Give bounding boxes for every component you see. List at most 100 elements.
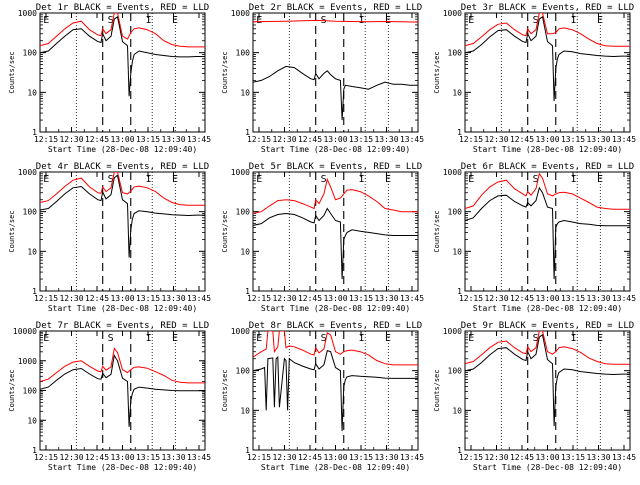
marker-label-E: E bbox=[256, 333, 262, 344]
marker-label-E: E bbox=[468, 174, 474, 185]
y-tick-label: 1000 bbox=[18, 168, 37, 177]
x-tick-label: 12:45 bbox=[85, 294, 109, 303]
series-line-events-black bbox=[465, 186, 630, 280]
marker-label-I: I bbox=[146, 333, 152, 344]
y-tick-label: 1 bbox=[32, 128, 37, 137]
y-tick-label: 100 bbox=[448, 367, 463, 376]
y-tick-label: 1 bbox=[457, 287, 462, 296]
x-tick-label: 13:00 bbox=[110, 294, 134, 303]
plot-frame bbox=[252, 171, 419, 292]
x-tick-label: 13:15 bbox=[561, 294, 585, 303]
x-tick-label: 12:45 bbox=[510, 135, 534, 144]
series-line-lld-red bbox=[40, 347, 205, 384]
y-tick-label: 1000 bbox=[18, 9, 37, 18]
series-line-lld-red bbox=[465, 331, 630, 365]
marker-label-E: E bbox=[172, 174, 178, 185]
x-tick-label: 13:15 bbox=[349, 294, 373, 303]
x-tick-label: 12:30 bbox=[59, 453, 83, 462]
y-tick-label: 10 bbox=[240, 247, 250, 256]
y-tick-label: 1000 bbox=[443, 327, 462, 336]
x-tick-label: 13:30 bbox=[374, 294, 398, 303]
marker-label-E: E bbox=[385, 333, 391, 344]
plot-frame bbox=[252, 330, 419, 451]
marker-label-S: S bbox=[533, 174, 539, 185]
marker-label-I: I bbox=[146, 15, 152, 26]
x-tick-label: 12:30 bbox=[272, 453, 296, 462]
x-axis-label: Start Time (28-Dec-08 12:09:40) bbox=[473, 304, 622, 313]
marker-label-S: S bbox=[321, 174, 327, 185]
x-tick-label: 12:15 bbox=[247, 135, 271, 144]
x-tick-label: 12:15 bbox=[459, 135, 483, 144]
x-tick-label: 13:30 bbox=[586, 453, 610, 462]
x-tick-label: 12:30 bbox=[59, 294, 83, 303]
series-line-events-black bbox=[253, 207, 418, 280]
marker-label-S: S bbox=[533, 333, 539, 344]
panel-title: Det 4r BLACK = Events, RED = LLD bbox=[36, 162, 209, 172]
x-tick-label: 12:15 bbox=[459, 453, 483, 462]
x-tick-label: 13:30 bbox=[586, 135, 610, 144]
y-tick-label: 1 bbox=[32, 287, 37, 296]
series-line-events-black bbox=[465, 333, 630, 427]
x-tick-label: 13:45 bbox=[400, 294, 424, 303]
series-line-lld-red bbox=[465, 13, 630, 47]
series-line-lld-red bbox=[40, 13, 205, 48]
x-tick-label: 12:15 bbox=[247, 453, 271, 462]
x-tick-label: 12:45 bbox=[298, 135, 322, 144]
y-tick-label: 100 bbox=[448, 208, 463, 217]
marker-label-E: E bbox=[43, 333, 49, 344]
x-tick-label: 13:00 bbox=[323, 135, 347, 144]
y-tick-label: 100 bbox=[236, 49, 251, 58]
y-tick-label: 1 bbox=[245, 287, 250, 296]
x-tick-label: 13:15 bbox=[349, 135, 373, 144]
y-tick-label: 1 bbox=[457, 446, 462, 455]
x-tick-label: 12:15 bbox=[34, 294, 58, 303]
marker-label-S: S bbox=[321, 333, 327, 344]
series-line-events-black bbox=[253, 65, 418, 121]
marker-label-I: I bbox=[571, 333, 577, 344]
panel-title: Det 9r BLACK = Events, RED = LLD bbox=[461, 321, 634, 331]
x-tick-label: 12:15 bbox=[34, 135, 58, 144]
panel-7: Det 7r BLACK = Events, RED = LLD 1 10 100 10… bbox=[8, 321, 211, 472]
x-tick-label: 13:00 bbox=[110, 453, 134, 462]
x-tick-label: 12:15 bbox=[459, 294, 483, 303]
y-tick-label: 100 bbox=[448, 49, 463, 58]
y-tick-label: 10 bbox=[452, 88, 462, 97]
x-tick-label: 12:15 bbox=[34, 453, 58, 462]
marker-label-E: E bbox=[597, 333, 603, 344]
x-tick-label: 13:45 bbox=[187, 294, 211, 303]
y-tick-label: 100 bbox=[23, 387, 38, 396]
x-tick-label: 13:45 bbox=[612, 453, 636, 462]
x-tick-label: 13:00 bbox=[535, 135, 559, 144]
x-tick-label: 13:15 bbox=[349, 453, 373, 462]
x-tick-label: 12:30 bbox=[59, 135, 83, 144]
marker-label-S: S bbox=[108, 174, 114, 185]
y-axis-label: Counts/sec bbox=[8, 369, 16, 411]
x-tick-label: 12:45 bbox=[298, 294, 322, 303]
x-tick-label: 13:00 bbox=[323, 453, 347, 462]
y-axis-label: Counts/sec bbox=[221, 51, 229, 93]
y-tick-label: 1 bbox=[457, 128, 462, 137]
plot-frame bbox=[39, 171, 206, 292]
y-tick-label: 1 bbox=[245, 446, 250, 455]
y-tick-label: 1000 bbox=[231, 168, 250, 177]
y-axis-label: Counts/sec bbox=[8, 51, 16, 93]
x-tick-label: 13:30 bbox=[586, 294, 610, 303]
x-tick-label: 13:30 bbox=[161, 135, 185, 144]
y-axis-label: Counts/sec bbox=[8, 210, 16, 252]
x-tick-label: 13:45 bbox=[400, 453, 424, 462]
y-tick-label: 1000 bbox=[18, 357, 37, 366]
plot-frame bbox=[252, 12, 419, 133]
x-tick-label: 13:00 bbox=[110, 135, 134, 144]
marker-label-E: E bbox=[597, 174, 603, 185]
series-line-events-black bbox=[253, 349, 418, 432]
plot-frame bbox=[464, 171, 631, 292]
marker-label-E: E bbox=[172, 15, 178, 26]
series-line-events-black bbox=[40, 354, 205, 427]
x-axis-label: Start Time (28-Dec-08 12:09:40) bbox=[261, 145, 410, 154]
y-tick-label: 10 bbox=[240, 88, 250, 97]
x-tick-label: 13:15 bbox=[136, 294, 160, 303]
y-axis-label: Counts/sec bbox=[433, 369, 441, 411]
series-line-lld-red bbox=[253, 177, 418, 214]
